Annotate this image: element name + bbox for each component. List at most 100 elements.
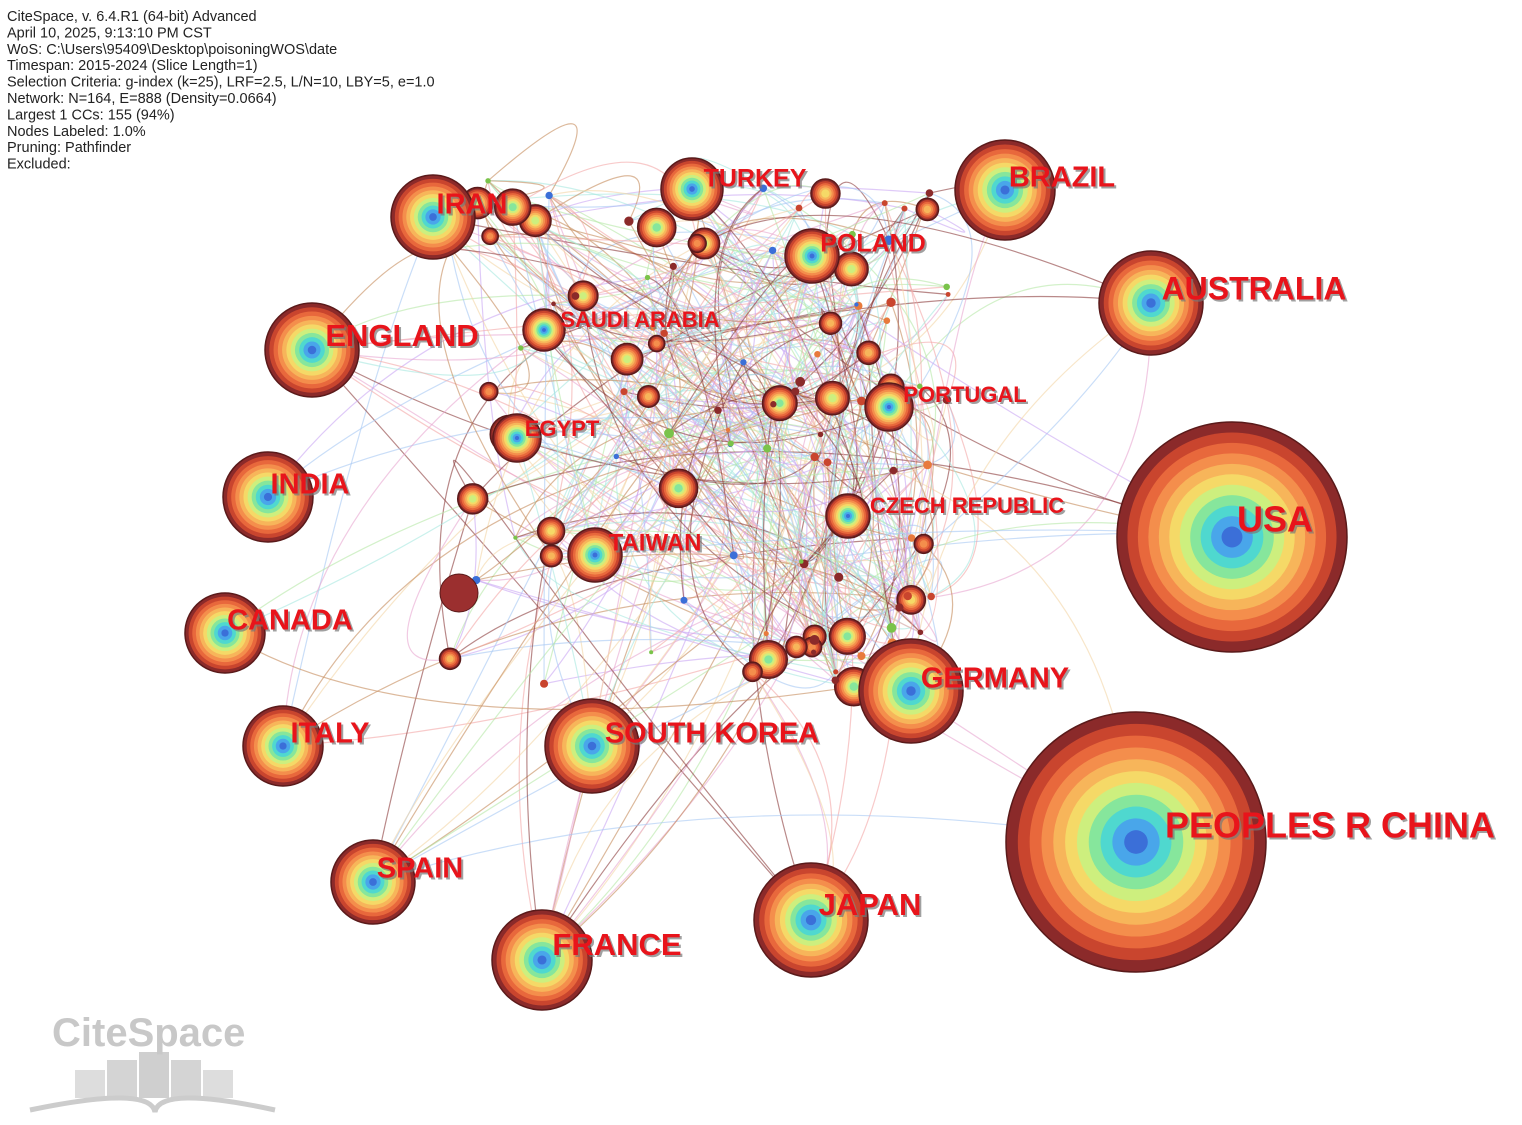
node-ring	[923, 205, 932, 214]
edge	[534, 220, 928, 466]
edge	[449, 448, 768, 660]
edge	[508, 434, 802, 565]
info-panel: CiteSpace, v. 6.4.R1 (64-bit) AdvancedAp…	[7, 9, 435, 173]
node-label: EGYPT	[525, 416, 600, 441]
node-ring	[906, 686, 916, 696]
edge	[733, 554, 914, 644]
edge	[779, 268, 859, 404]
minor-node	[917, 383, 923, 390]
node-ring	[653, 340, 660, 347]
info-line: Nodes Labeled: 1.0%	[7, 124, 146, 140]
minor-node	[485, 178, 491, 184]
edge	[698, 196, 757, 431]
edge	[432, 216, 949, 296]
edge	[372, 246, 827, 883]
node-label: BRAZIL	[1009, 162, 1115, 194]
edge	[475, 579, 815, 641]
edge	[509, 433, 912, 692]
edge	[582, 295, 813, 648]
node-ring	[369, 878, 377, 886]
edge	[704, 214, 1152, 304]
edge	[535, 194, 905, 222]
node-ring	[221, 629, 229, 637]
node-ring	[846, 514, 850, 518]
minor-node	[518, 345, 524, 351]
minor-node	[680, 596, 688, 604]
node-ring	[592, 552, 598, 558]
edge	[548, 295, 604, 367]
node-ring	[748, 667, 757, 676]
node-label: CANADA	[227, 605, 353, 637]
edge	[594, 554, 802, 579]
info-line: Network: N=164, E=888 (Density=0.0664)	[7, 91, 277, 107]
node-label: GERMANY	[921, 663, 1069, 695]
minor-node	[740, 359, 747, 366]
edge	[508, 433, 767, 634]
edge	[910, 302, 1152, 692]
node-ring	[508, 203, 517, 212]
node-ring	[547, 552, 555, 560]
node-label: SOUTH KOREA	[605, 718, 819, 750]
edge	[762, 404, 774, 660]
minor-node	[571, 292, 580, 300]
node-ring	[279, 742, 287, 750]
edge	[282, 216, 434, 747]
edge	[903, 208, 912, 597]
edge	[548, 195, 859, 323]
minor-node	[943, 283, 950, 291]
edge	[550, 305, 859, 532]
minor-node	[551, 301, 556, 307]
minor-node	[810, 452, 819, 462]
minor-node	[759, 184, 768, 193]
edge	[648, 396, 816, 466]
minor-node	[798, 559, 804, 564]
edge	[449, 429, 729, 660]
edge	[647, 276, 735, 556]
edge	[534, 175, 641, 222]
edge	[779, 192, 931, 404]
edge	[668, 432, 773, 660]
minor-node	[649, 650, 654, 655]
minor-node	[660, 329, 668, 338]
node-label: ITALY	[291, 718, 370, 750]
edge	[282, 442, 731, 747]
edge	[512, 206, 783, 661]
logo-bar	[203, 1070, 233, 1098]
logo-bar	[171, 1060, 201, 1098]
minor-node	[763, 444, 772, 453]
edge	[689, 362, 753, 673]
edge	[884, 232, 921, 387]
node-ring	[821, 189, 830, 198]
node-ring	[587, 741, 597, 751]
node-ring	[1146, 298, 1156, 308]
node-ring	[547, 527, 555, 535]
edge	[372, 635, 848, 883]
logo-text: CiteSpace	[52, 1011, 245, 1055]
node-label: JAPAN	[819, 887, 922, 922]
edge	[487, 180, 932, 597]
minor-node	[439, 573, 479, 613]
node-label: PEOPLES R CHINA	[1165, 805, 1495, 846]
edge	[541, 456, 816, 961]
minor-node	[927, 592, 935, 601]
node-ring	[826, 319, 835, 327]
minor-node	[810, 649, 817, 655]
edge	[594, 515, 849, 591]
edge	[796, 558, 943, 648]
edge	[372, 498, 474, 883]
edge	[834, 202, 923, 681]
edge	[543, 266, 674, 331]
logo-bar	[75, 1070, 105, 1098]
edge	[670, 266, 802, 563]
node-ring	[468, 495, 477, 503]
node-ring	[485, 387, 493, 396]
node-ring	[805, 914, 817, 926]
edge	[619, 359, 768, 455]
minor-node	[727, 440, 734, 447]
minor-node	[881, 200, 888, 207]
edge	[623, 391, 745, 560]
edge	[512, 207, 596, 556]
edge	[224, 632, 854, 711]
node-ring	[693, 239, 701, 247]
edge	[477, 202, 815, 653]
